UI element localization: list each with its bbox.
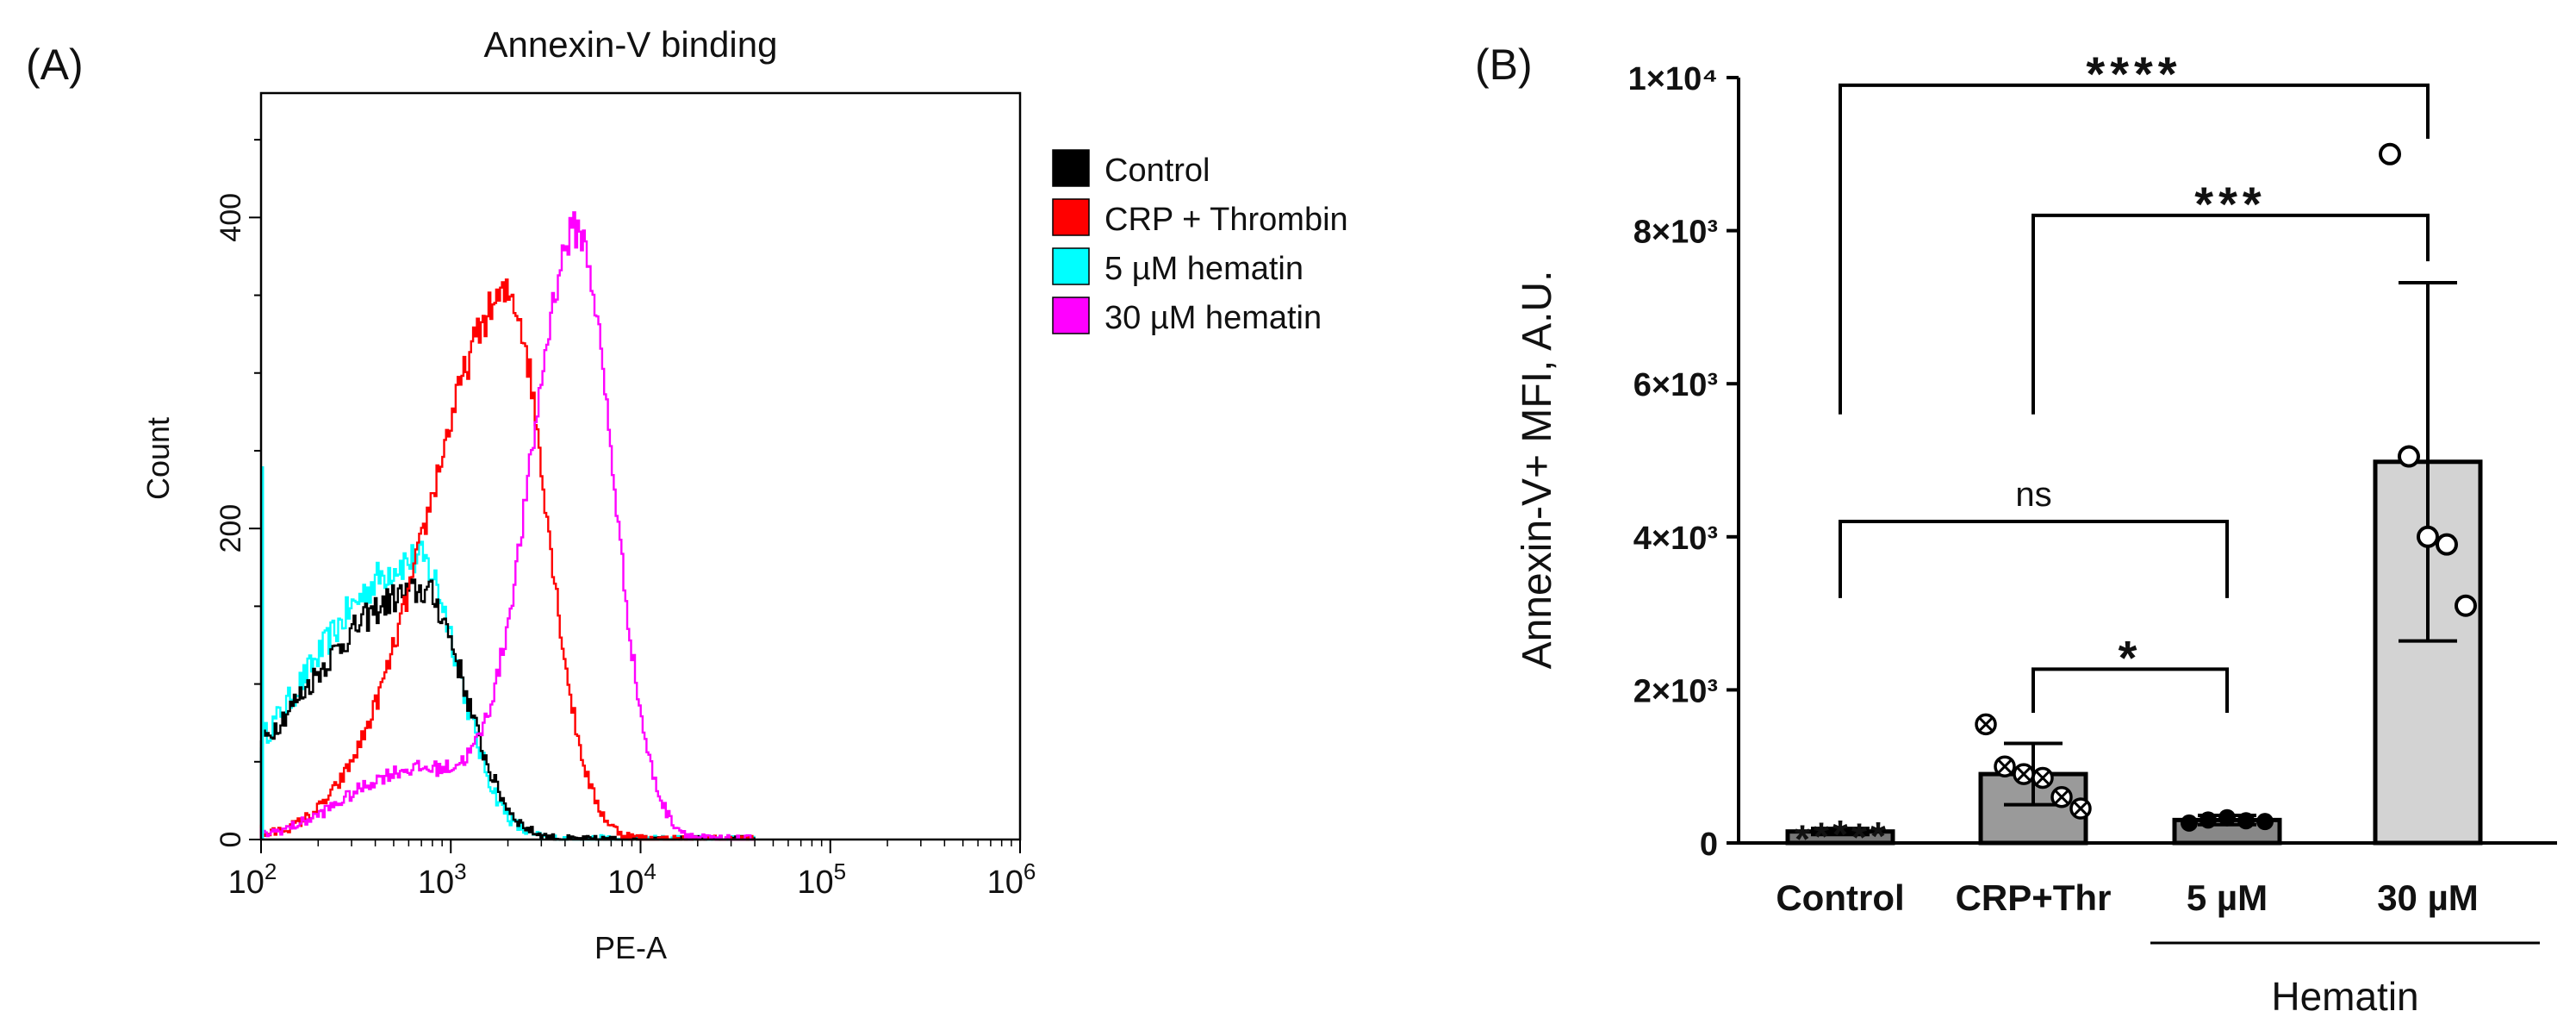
legend-swatch-crp-thrombin xyxy=(1052,198,1090,236)
legend-label-crp-thrombin: CRP + Thrombin xyxy=(1104,202,1348,238)
histogram-x-tick-exponent: 6 xyxy=(1024,858,1036,884)
marker-cross xyxy=(2054,790,2069,804)
histogram-x-tick-label: 105 xyxy=(797,858,846,901)
histogram-x-tick-label: 102 xyxy=(228,858,277,901)
histogram-x-axis-label: PE-A xyxy=(594,930,667,965)
hematin-group-label: Hematin xyxy=(2271,974,2418,1019)
histogram-x-tick-label: 103 xyxy=(418,858,467,901)
significance-bracket-crp-thr-vs-5-m-label: * xyxy=(2119,630,2143,684)
bar-category-labels: Control CRP+Thr 5 µM 30 µM xyxy=(1776,877,2478,918)
data-point-5-m xyxy=(2237,812,2255,830)
data-point-control: * xyxy=(1814,815,1829,859)
data-point-5-m xyxy=(2256,813,2274,831)
histogram-x-tick-exponent: 4 xyxy=(644,858,656,884)
marker-cross xyxy=(2035,771,2050,785)
category-label-5-m: 5 µM xyxy=(2187,877,2268,918)
data-point-crp-thr xyxy=(2032,766,2054,790)
histogram-title: Annexin-V binding xyxy=(484,24,778,65)
histogram-series-5-m-hematin xyxy=(259,540,756,841)
legend-label-control: Control xyxy=(1104,153,1210,189)
marker-cross xyxy=(1997,759,2013,774)
data-point-5-m xyxy=(2181,814,2198,832)
bar-y-tick-label: 2×10³ xyxy=(1633,673,1718,709)
histogram-x-tick-labels: 102 103 104 105 106 xyxy=(228,858,1036,901)
bar-y-tick-label: 1×10⁴ xyxy=(1628,61,1718,97)
histogram-x-tick-exponent: 3 xyxy=(454,858,466,884)
panel-a-label: (A) xyxy=(26,41,84,89)
data-point-30-m xyxy=(2455,594,2477,617)
data-point-control: * xyxy=(1795,816,1810,861)
panel-b-label: (B) xyxy=(1475,41,1533,89)
data-point-5-m xyxy=(2200,811,2217,829)
histogram-axis-ticks xyxy=(249,139,1021,853)
histogram-x-tick-label: 104 xyxy=(607,858,656,901)
significance-bracket-control-vs-30-m xyxy=(1839,83,2430,415)
legend-swatch-control xyxy=(1052,149,1090,187)
panel-a: (A) Annexin-V binding PE-A Count 0 200 400… xyxy=(26,24,1348,965)
marker-cross xyxy=(2016,767,2032,782)
bar-y-tick-label: 6×10³ xyxy=(1633,367,1718,403)
histogram-plot-frame xyxy=(259,91,1022,841)
significance-brackets: *******ns* xyxy=(1839,47,2430,714)
legend-label-5-m-hematin: 5 µM hematin xyxy=(1104,251,1304,287)
data-point-control: * xyxy=(1851,815,1867,860)
histogram-x-tick-exponent: 5 xyxy=(834,858,846,884)
data-point-30-m xyxy=(2436,533,2458,556)
legend-swatch-5-m-hematin xyxy=(1052,247,1090,285)
bar-y-tick-label: 0 xyxy=(1700,827,1718,863)
data-point-30-m xyxy=(2417,525,2439,548)
data-point-crp-thr xyxy=(2013,763,2035,785)
data-points: * * * * * xyxy=(1795,142,2477,861)
data-point-crp-thr xyxy=(2069,797,2092,820)
error-bars xyxy=(1811,280,2457,837)
data-point-crp-thr xyxy=(1975,713,1997,736)
legend-label-30-m-hematin: 30 µM hematin xyxy=(1104,300,1322,336)
legend-swatch-30-m-hematin xyxy=(1052,297,1090,334)
bars xyxy=(1785,459,2483,846)
bar-y-axis-label: Annexin-V+ MFI, A.U. xyxy=(1515,271,1560,670)
data-point-control: * xyxy=(1870,814,1886,858)
category-label-30-m: 30 µM xyxy=(2377,877,2479,918)
data-point-crp-thr xyxy=(1994,755,2016,777)
histogram-series-30-m-hematin xyxy=(259,211,755,841)
panel-b: (B) Annexin-V+ MFI, A.U. 0 2×10³ 4×10³ 6×10… xyxy=(1475,41,2557,1019)
significance-bracket-control-vs-5-m xyxy=(1839,520,2229,598)
data-point-crp-thr xyxy=(2050,785,2073,808)
marker-cross xyxy=(2073,801,2088,816)
histogram-curves xyxy=(259,211,756,841)
data-point-5-m xyxy=(2218,808,2236,827)
histogram-y-tick-labels: 0 200 400 xyxy=(215,193,247,847)
data-point-control: * xyxy=(1832,812,1848,857)
category-label-control: Control xyxy=(1776,877,1904,918)
data-point-30-m xyxy=(2379,142,2401,165)
category-label-crp-thr: CRP+Thr xyxy=(1956,877,2112,918)
significance-bracket-crp-thr-vs-5-m xyxy=(2032,667,2229,714)
data-point-30-m xyxy=(2398,445,2420,468)
significance-bracket-control-vs-5-m-label: ns xyxy=(2015,476,2051,514)
marker-cross xyxy=(1978,717,1994,732)
histogram-series-crp-thrombin xyxy=(259,278,755,841)
histogram-y-tick-label: 0 xyxy=(215,832,247,848)
histogram-x-tick-label: 106 xyxy=(987,858,1036,901)
histogram-legend: Control CRP + Thrombin 5 µM hematin 30 µM h… xyxy=(1052,149,1348,336)
significance-bracket-crp-thr-vs-30-m xyxy=(2032,213,2430,415)
histogram-y-tick-label: 400 xyxy=(215,193,247,242)
significance-bracket-crp-thr-vs-30-m-label: *** xyxy=(2194,177,2266,231)
histogram-y-tick-label: 200 xyxy=(215,504,247,553)
bar-y-ticks: 0 2×10³ 4×10³ 6×10³ 8×10³ 1×10⁴ xyxy=(1628,61,1739,863)
histogram-y-axis-label: Count xyxy=(140,417,176,500)
significance-bracket-control-vs-30-m-label: **** xyxy=(2086,47,2181,101)
histogram-x-tick-exponent: 2 xyxy=(264,858,277,884)
bar-y-tick-label: 8×10³ xyxy=(1633,215,1718,251)
bar-y-tick-label: 4×10³ xyxy=(1633,521,1718,557)
